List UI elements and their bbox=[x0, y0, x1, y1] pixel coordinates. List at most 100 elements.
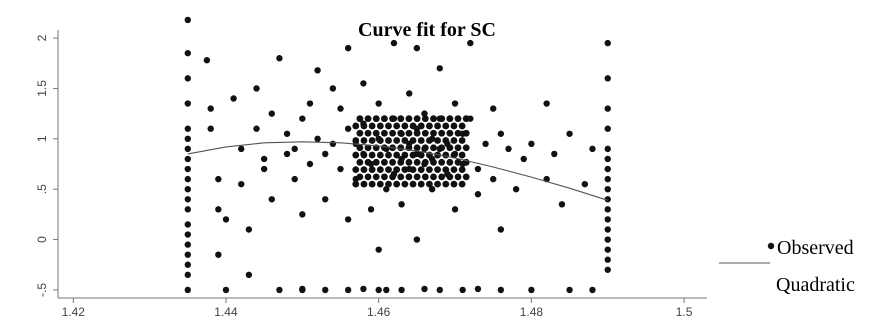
cluster-point bbox=[364, 144, 372, 152]
observed-point bbox=[383, 286, 390, 294]
observed-point bbox=[184, 271, 191, 279]
cluster-point bbox=[458, 122, 466, 130]
cluster-point bbox=[446, 129, 454, 137]
y-tick-label: .5 bbox=[35, 184, 49, 194]
observed-point bbox=[238, 145, 245, 153]
observed-point bbox=[184, 125, 191, 132]
observed-point bbox=[512, 185, 520, 193]
cluster-point bbox=[405, 129, 413, 137]
cluster-point bbox=[368, 151, 376, 159]
observed-point bbox=[322, 150, 329, 158]
observed-point bbox=[413, 150, 421, 158]
observed-point bbox=[459, 286, 466, 294]
observed-point bbox=[329, 85, 337, 92]
observed-point bbox=[375, 246, 382, 253]
cluster-point bbox=[458, 166, 466, 173]
observed-point bbox=[352, 175, 359, 183]
observed-point bbox=[604, 226, 611, 233]
observed-point bbox=[474, 285, 482, 293]
observed-point bbox=[497, 286, 505, 294]
observed-point bbox=[215, 251, 222, 258]
observed-point bbox=[444, 140, 451, 148]
observed-point bbox=[184, 261, 191, 268]
observed-point bbox=[413, 236, 421, 243]
cluster-point bbox=[462, 144, 470, 152]
observed-point bbox=[566, 130, 573, 137]
observed-point bbox=[184, 100, 191, 107]
observed-point bbox=[558, 201, 566, 208]
observed-point bbox=[344, 216, 352, 223]
observed-point bbox=[520, 155, 527, 163]
cluster-point bbox=[393, 122, 401, 130]
observed-point bbox=[604, 196, 611, 203]
observed-point bbox=[497, 226, 505, 233]
cluster-point bbox=[393, 137, 401, 144]
observed-point bbox=[375, 135, 382, 143]
legend-quadratic-label: Quadratic bbox=[776, 274, 855, 296]
cluster-point bbox=[454, 173, 462, 181]
cluster-point bbox=[438, 173, 446, 181]
cluster-point bbox=[352, 151, 360, 159]
cluster-point bbox=[376, 166, 384, 173]
observed-point bbox=[451, 150, 459, 158]
observed-point bbox=[451, 206, 459, 213]
cluster-point bbox=[368, 180, 376, 188]
observed-point bbox=[604, 175, 611, 183]
cluster-point bbox=[417, 137, 425, 144]
observed-point bbox=[383, 185, 390, 193]
observed-point bbox=[268, 196, 275, 203]
cluster-point bbox=[421, 173, 429, 181]
cluster-point bbox=[421, 115, 429, 123]
y-ticks: -.5 0 .5 1 1.5 2 bbox=[35, 34, 58, 297]
observed-point bbox=[604, 246, 611, 253]
cluster-point bbox=[401, 122, 409, 130]
observed-point bbox=[390, 115, 398, 122]
cluster-point bbox=[360, 180, 368, 188]
cluster-point bbox=[405, 115, 413, 123]
cluster-point bbox=[368, 122, 376, 130]
cluster-point bbox=[352, 166, 360, 173]
cluster-point bbox=[434, 122, 441, 130]
y-tick-label: 1 bbox=[35, 135, 49, 142]
observed-point bbox=[314, 67, 321, 74]
cluster-point bbox=[364, 115, 372, 123]
observed-point bbox=[207, 105, 214, 112]
observed-point bbox=[314, 135, 321, 143]
cluster-point bbox=[450, 137, 458, 144]
observed-point bbox=[604, 105, 611, 112]
x-tick-label: 1.46 bbox=[367, 305, 391, 319]
quadratic-fit-line bbox=[187, 141, 608, 201]
observed-point bbox=[421, 160, 428, 168]
cluster-point bbox=[372, 173, 380, 181]
cluster-point bbox=[376, 122, 384, 130]
observed-point bbox=[367, 206, 375, 213]
cluster-point bbox=[393, 180, 401, 188]
observed-point bbox=[413, 44, 421, 52]
cluster-point bbox=[364, 173, 372, 181]
observed-point bbox=[184, 241, 191, 248]
cluster-point bbox=[397, 173, 405, 181]
cluster-point bbox=[372, 115, 380, 123]
cluster-point bbox=[417, 166, 425, 173]
observed-point bbox=[436, 286, 443, 294]
observed-point bbox=[604, 39, 611, 47]
observed-point bbox=[390, 39, 398, 47]
cluster-point bbox=[389, 158, 396, 166]
cluster-point bbox=[434, 137, 441, 144]
observed-point bbox=[428, 155, 436, 163]
observed-point bbox=[299, 285, 306, 293]
cluster-point bbox=[446, 158, 454, 166]
observed-point bbox=[604, 145, 611, 153]
cluster-point bbox=[446, 115, 454, 123]
observed-points bbox=[184, 16, 611, 294]
observed-point bbox=[184, 185, 191, 193]
cluster-point bbox=[430, 173, 437, 181]
x-tick-label: 1.44 bbox=[214, 305, 238, 319]
observed-point bbox=[184, 251, 191, 258]
observed-point bbox=[360, 285, 367, 293]
cluster-point bbox=[385, 166, 392, 173]
cluster-point bbox=[421, 129, 429, 137]
observed-point bbox=[260, 165, 268, 173]
x-tick-label: 1.42 bbox=[62, 305, 86, 319]
cluster-point bbox=[413, 158, 421, 166]
